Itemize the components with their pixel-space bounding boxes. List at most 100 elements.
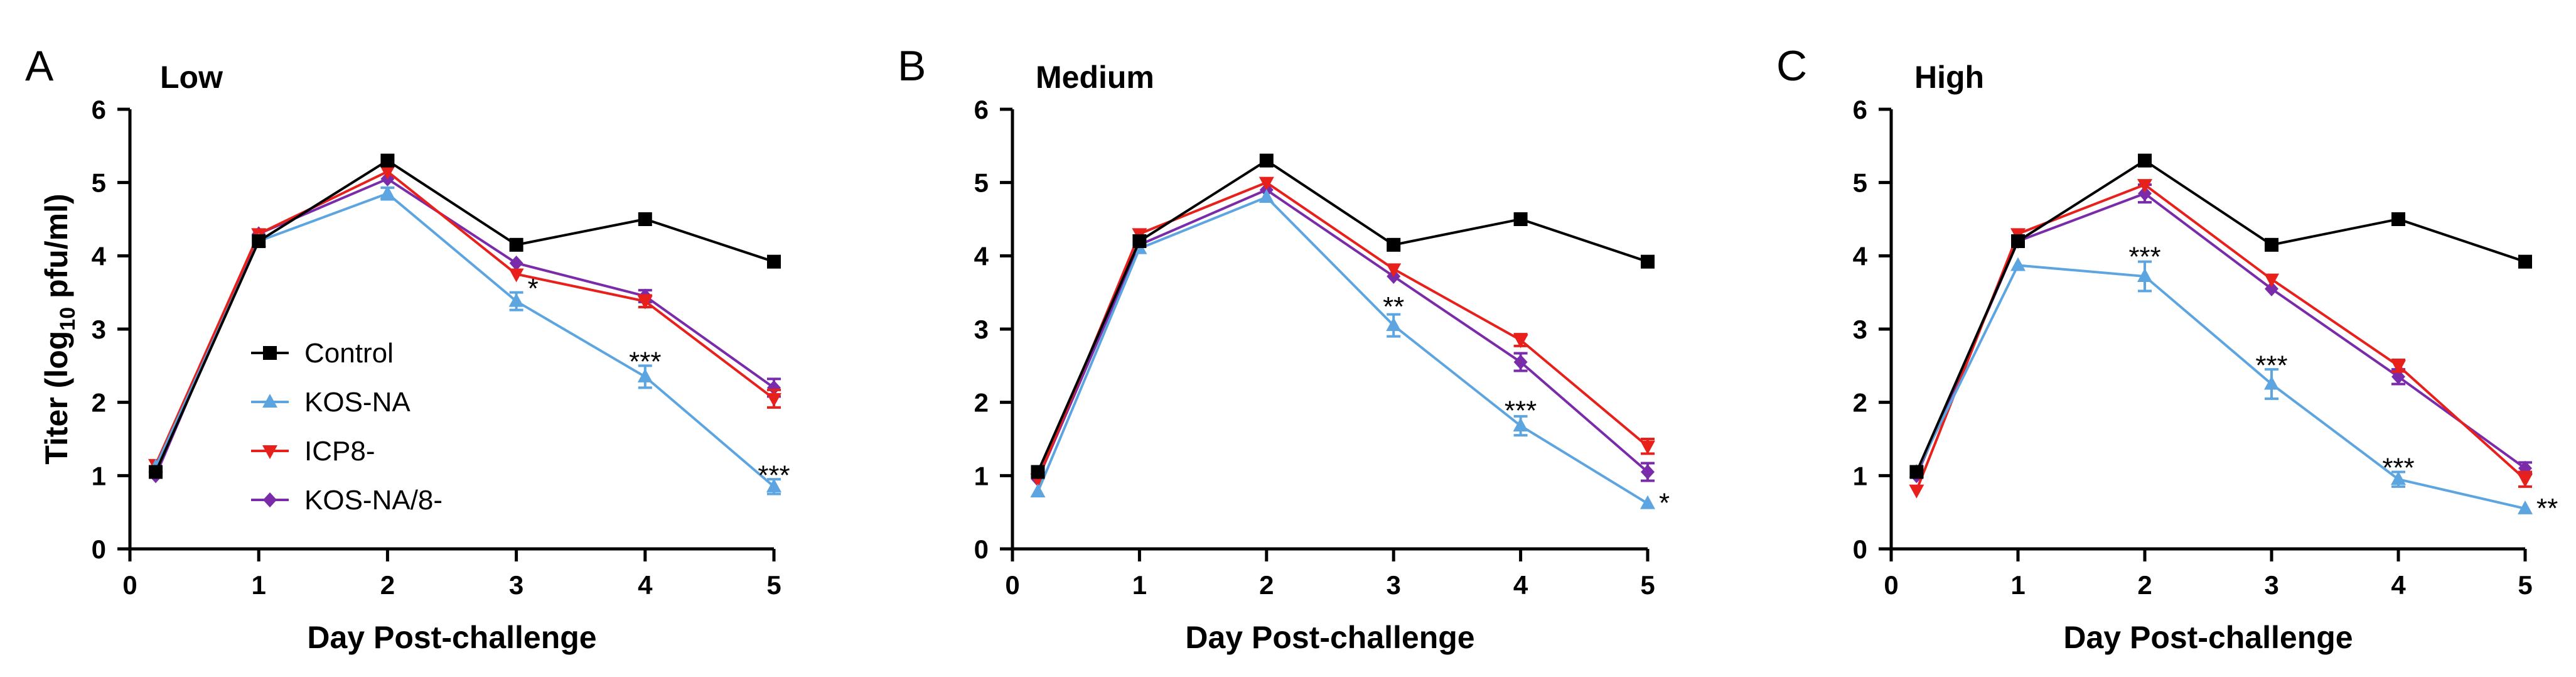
data-point	[509, 256, 523, 271]
series-kos-na-8	[149, 171, 781, 484]
data-point	[767, 380, 781, 396]
y-axis-title-subscript: 10	[56, 307, 80, 331]
series-icp8	[1909, 179, 2533, 499]
legend-item: KOS-NA/8-	[251, 485, 443, 516]
x-axis-title: Day Post-challenge	[307, 620, 596, 655]
y-tick-label: 0	[92, 534, 106, 564]
significance-label: ***	[758, 460, 790, 490]
legend-marker	[262, 445, 277, 459]
data-point	[2137, 179, 2152, 193]
y-tick-label: 1	[1853, 461, 1867, 490]
series-control	[1909, 153, 2532, 479]
significance-label: ***	[2128, 242, 2160, 273]
y-tick-label: 5	[1853, 168, 1867, 198]
x-tick-label: 2	[380, 570, 395, 600]
data-point	[2518, 474, 2533, 488]
x-tick-label: 0	[1005, 570, 1019, 600]
data-point	[2010, 257, 2026, 271]
x-tick-label: 2	[2137, 570, 2152, 600]
x-tick-label: 5	[766, 570, 781, 600]
x-tick-label: 4	[1513, 570, 1528, 600]
series-line	[1915, 264, 2526, 510]
y-axis-title-part: pfu/ml)	[39, 193, 74, 307]
significance-label: ***	[1505, 396, 1537, 426]
data-point	[2391, 360, 2406, 374]
series-kos-na-8	[1909, 183, 2532, 484]
y-tick-label: 4	[974, 241, 989, 271]
data-point	[637, 295, 653, 310]
data-point	[1030, 484, 1046, 497]
data-point	[1641, 464, 1655, 480]
data-point	[1259, 153, 1274, 168]
y-tick-label: 2	[1853, 388, 1867, 418]
y-tick-label: 6	[92, 95, 106, 124]
chart-panel-a: A Low 0 1 2 3 4 5 6 0 1 2 3 4 5 Day Post-challenge Titer…	[25, 42, 790, 655]
data-point	[1513, 354, 1528, 370]
data-point	[1258, 176, 1274, 191]
significance-label: **	[2536, 493, 2558, 524]
data-point	[766, 478, 781, 492]
legend-label: KOS-NA	[304, 387, 411, 418]
series-kos-na	[1030, 189, 1655, 509]
data-point	[637, 368, 653, 382]
y-tick-label: 0	[974, 534, 989, 564]
data-point	[1640, 495, 1655, 509]
panel-title: Low	[160, 60, 223, 95]
series-line	[154, 192, 775, 488]
x-tick-label: 2	[1259, 570, 1274, 600]
data-point	[766, 393, 781, 407]
panel-title: High	[1914, 60, 1984, 95]
series-kos-na-8	[1031, 182, 1655, 487]
legend-marker	[263, 492, 277, 507]
series-control	[149, 153, 781, 479]
y-tick-label: 2	[92, 388, 106, 418]
x-axis-title: Day Post-challenge	[1185, 620, 1474, 655]
x-tick-label: 3	[1387, 570, 1401, 600]
legend-item: ICP8-	[251, 436, 375, 467]
significance-label: *	[528, 273, 539, 304]
x-tick-label: 4	[638, 570, 653, 600]
legend-label: ICP8-	[304, 436, 375, 467]
data-point	[2391, 212, 2405, 226]
data-point	[1513, 418, 1528, 431]
series-control	[1031, 153, 1655, 479]
data-point	[1513, 334, 1528, 349]
legend: Control KOS-NA ICP8- KOS-NA/8-	[251, 338, 443, 516]
series-line	[1036, 159, 1648, 473]
y-tick-label: 2	[974, 388, 989, 418]
series-line	[154, 159, 775, 473]
y-tick-label: 5	[974, 168, 989, 198]
data-point	[1640, 440, 1655, 455]
data-point	[2391, 369, 2405, 384]
x-tick-label: 1	[252, 570, 266, 600]
data-point	[2391, 471, 2406, 485]
legend-item: Control	[251, 338, 394, 369]
data-point	[1258, 189, 1274, 203]
data-point	[1909, 465, 1924, 479]
data-point	[1909, 484, 1924, 499]
data-point	[1641, 254, 1655, 269]
significance-label: ***	[2255, 350, 2287, 381]
legend-label: Control	[304, 338, 394, 369]
series-line	[154, 170, 775, 465]
x-axis-title: Day Post-challenge	[2063, 620, 2353, 655]
series-line	[1036, 195, 1649, 505]
y-tick-label: 5	[92, 168, 106, 198]
data-point	[2518, 254, 2532, 269]
data-point	[149, 465, 163, 479]
data-point	[380, 185, 395, 200]
y-tick-label: 0	[1853, 534, 1867, 564]
x-tick-label: 5	[2518, 570, 2532, 600]
x-tick-label: 4	[2391, 570, 2406, 600]
significance-label: ***	[2382, 453, 2414, 484]
data-point	[1031, 465, 1045, 479]
series-line	[1036, 181, 1649, 480]
significance-label: *	[1659, 488, 1670, 519]
panel-title: Medium	[1036, 60, 1154, 95]
data-point	[509, 237, 523, 252]
y-tick-label: 3	[1853, 315, 1867, 344]
data-point	[2011, 234, 2025, 248]
y-tick-label: 4	[1853, 241, 1868, 271]
